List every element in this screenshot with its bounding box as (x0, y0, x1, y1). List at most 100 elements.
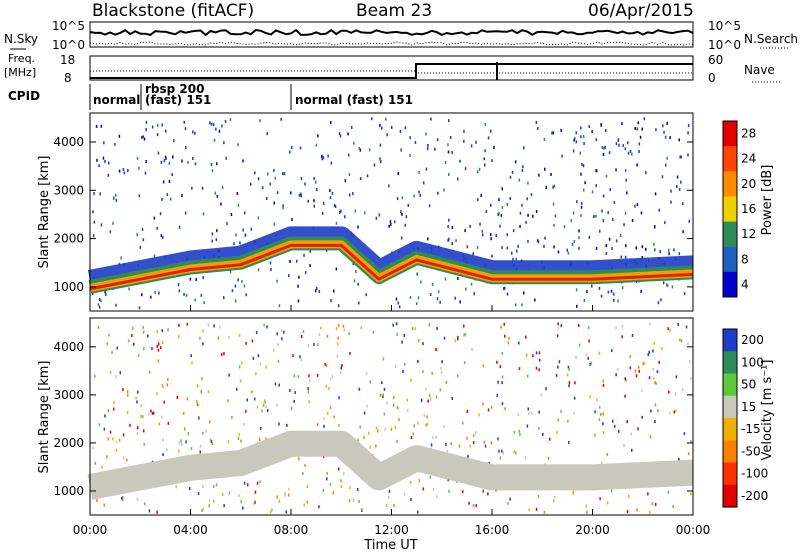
scatter-point (242, 506, 244, 510)
scatter-point (682, 202, 684, 206)
scatter-point (255, 372, 257, 376)
scatter-point (375, 216, 378, 220)
scatter-point (450, 442, 452, 446)
scatter-point (404, 362, 406, 366)
scatter-point (567, 365, 570, 369)
scatter-point (386, 401, 388, 405)
scatter-point (137, 426, 139, 430)
scatter-point (607, 211, 609, 215)
scatter-point (281, 329, 283, 333)
scatter-point (624, 211, 627, 215)
power-yaxis: 1000 2000 3000 4000 (53, 135, 693, 294)
scatter-point (228, 336, 230, 339)
scatter-point (418, 190, 420, 194)
scatter-point (526, 374, 529, 378)
scatter-point (277, 343, 279, 347)
scatter-point (156, 392, 158, 396)
scatter-point (490, 203, 492, 207)
xtick-label: 04:00 (173, 523, 208, 537)
scatter-point (543, 244, 545, 248)
scatter-point (210, 122, 213, 126)
scatter-point (186, 322, 189, 326)
scatter-point (273, 168, 275, 172)
scatter-point (573, 411, 575, 415)
scatter-point (485, 210, 488, 213)
scatter-point (221, 493, 224, 496)
scatter-point (334, 205, 337, 208)
scatter-point (97, 303, 100, 307)
scatter-point (537, 494, 540, 498)
scatter-point (483, 157, 485, 161)
scatter-point (330, 121, 332, 125)
scatter-point (635, 374, 638, 378)
colorbar-tick: 100 (741, 355, 764, 369)
scatter-point (481, 229, 484, 233)
scatter-point (668, 248, 670, 252)
scatter-point (629, 355, 631, 359)
scatter-point (552, 131, 555, 135)
scatter-point (610, 489, 613, 493)
scatter-point (107, 409, 110, 412)
scatter-point (333, 415, 335, 419)
scatter-point (679, 338, 681, 342)
scatter-point (99, 192, 101, 196)
scatter-point (240, 361, 243, 365)
scatter-point (98, 305, 101, 309)
scatter-point (250, 182, 252, 186)
scatter-point (253, 502, 255, 506)
scatter-point (161, 329, 163, 333)
scatter-point (266, 325, 268, 329)
scatter-point (586, 290, 588, 294)
scatter-point (278, 422, 280, 426)
scatter-point (484, 149, 486, 153)
scatter-point (407, 203, 409, 207)
scatter-point (573, 138, 575, 142)
scatter-point (148, 370, 151, 374)
scatter-point (257, 354, 260, 358)
scatter-point (196, 384, 199, 388)
scatter-point (313, 204, 315, 208)
ytick-label: 1000 (53, 280, 84, 294)
scatter-point (135, 396, 137, 400)
cpid-segment-2: normal (fast) 151 (295, 93, 413, 107)
xtick-label: 00:00 (73, 523, 108, 537)
scatter-point (418, 339, 420, 342)
scatter-point (208, 504, 210, 508)
power-colorbar: 28 24 20 16 12 8 4 (722, 120, 756, 298)
scatter-point (557, 365, 559, 369)
scatter-point (298, 193, 301, 197)
scatter-point (677, 323, 679, 326)
scatter-point (238, 333, 241, 337)
scatter-point (112, 221, 114, 225)
scatter-point (280, 117, 282, 121)
scatter-point (366, 174, 369, 178)
scatter-point (136, 400, 138, 404)
scatter-point (329, 189, 331, 192)
scatter-point (245, 293, 247, 297)
scatter-point (329, 482, 332, 486)
scatter-point (322, 156, 325, 160)
scatter-point (535, 507, 538, 511)
scatter-point (271, 508, 273, 512)
scatter-point (615, 142, 618, 146)
scatter-point (415, 302, 418, 306)
scatter-point (118, 438, 121, 442)
scatter-point (194, 162, 197, 166)
scatter-point (211, 239, 213, 243)
scatter-point (288, 493, 290, 497)
scatter-point (666, 283, 668, 287)
scatter-point (651, 502, 653, 506)
scatter-point (410, 497, 412, 501)
scatter-point (307, 344, 310, 348)
scatter-point (233, 242, 235, 246)
scatter-point (647, 353, 649, 357)
scatter-point (276, 191, 279, 195)
scatter-point (272, 348, 275, 352)
scatter-point (240, 439, 242, 443)
scatter-point (363, 436, 365, 440)
colorbar-segment (723, 395, 737, 419)
scatter-point (253, 397, 256, 401)
scatter-point (200, 389, 202, 393)
scatter-point (400, 236, 403, 240)
nsky-ytick-bottom: 10^0 (52, 38, 85, 52)
